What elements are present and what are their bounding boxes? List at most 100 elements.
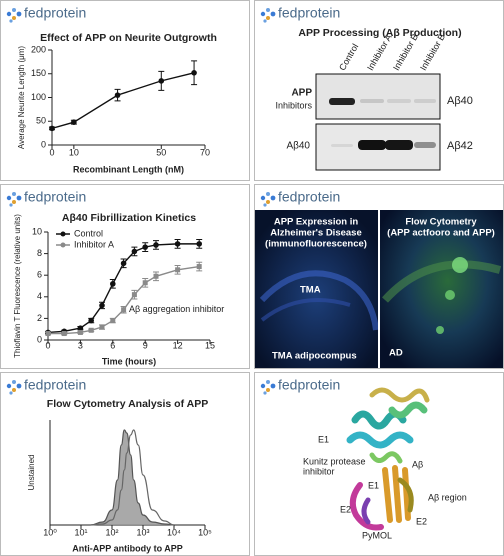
logo-dot: [9, 203, 13, 207]
logo-dot: [263, 19, 267, 23]
chart-title: Effect of APP on Neurite Outgrowth: [40, 32, 217, 44]
structure-label: E1: [318, 434, 329, 444]
logo-dot: [12, 192, 16, 196]
data-point: [71, 119, 77, 125]
brand-logo: fedprotein: [260, 377, 340, 395]
y-tick-label: 10: [32, 226, 42, 236]
data-point: [99, 324, 105, 330]
data-point: [88, 317, 94, 324]
structure-label: Aβ region: [428, 492, 467, 502]
y-tick-label: 50: [36, 116, 46, 126]
data-point: [174, 241, 181, 247]
x-tick-label: 15: [205, 340, 215, 350]
data-point: [153, 273, 159, 279]
y-tick-label: 0: [41, 139, 46, 149]
x-tick-label: 0: [49, 147, 54, 157]
logo-dot: [260, 195, 266, 201]
logo-dot: [16, 383, 22, 389]
brand-name: fedprotein: [278, 5, 340, 21]
logo-dot: [266, 388, 270, 392]
data-point: [196, 241, 202, 247]
logo-dot: [266, 8, 270, 12]
brand-name: fedprotein: [278, 377, 340, 393]
row-label: Aβ40: [286, 141, 310, 152]
logo-dot: [263, 203, 267, 207]
y-tick-label: 2: [37, 313, 42, 323]
x-axis-label: Anti-APP antibody to APP: [72, 543, 183, 553]
x-axis-label: Time (hours): [102, 356, 156, 366]
data-line: [48, 265, 200, 335]
data-point: [121, 307, 127, 313]
brand-name: fedprotein: [24, 189, 86, 205]
logo-dot: [270, 11, 276, 17]
y-tick-label: 200: [31, 44, 46, 54]
structure-label: E2: [416, 516, 427, 526]
y-tick-label: 100: [31, 92, 46, 102]
data-point: [175, 267, 181, 273]
x-tick-label: 10¹: [74, 527, 87, 537]
micro-title: (immunofluorescence): [265, 239, 367, 250]
logo-dot: [263, 391, 267, 395]
x-tick-label: 10⁵: [198, 527, 212, 537]
band-label: Aβ40: [447, 95, 473, 107]
micro-title: (APP actfooro and APP): [387, 228, 495, 239]
logo-dot: [266, 200, 270, 204]
x-tick-label: 0: [45, 340, 50, 350]
logo-dot: [260, 11, 266, 17]
y-tick-label: 0: [37, 334, 42, 344]
data-point: [120, 260, 127, 267]
y-tick-label: 6: [37, 270, 42, 280]
structure-label: PyMOL: [362, 530, 392, 540]
data-point: [196, 264, 202, 270]
data-point: [77, 325, 84, 331]
x-tick-label: 10²: [105, 527, 118, 537]
micro-label: TMA adipocompus: [272, 351, 357, 362]
x-tick-label: 6: [110, 340, 115, 350]
logo-dot: [6, 383, 12, 389]
micro-title: APP Expression in: [274, 217, 358, 228]
structure-panel: E1 Kunitz protease inhibitor Aβ E1 Aβ re…: [303, 387, 467, 540]
logo-dot: [12, 380, 16, 384]
logo-dot: [270, 195, 276, 201]
logo-dot: [9, 391, 13, 395]
brand-name: fedprotein: [24, 5, 86, 21]
row-label: APP: [291, 88, 312, 99]
data-point: [110, 281, 116, 287]
logo-dot: [266, 192, 270, 196]
logo-dot: [6, 195, 12, 201]
logo-dot: [12, 16, 16, 20]
legend-label: Control: [74, 228, 103, 238]
x-tick-label: 10⁰: [43, 527, 57, 537]
data-point: [49, 125, 55, 132]
logo-dot: [12, 8, 16, 12]
annotation: Aβ aggregation inhibitor: [129, 304, 224, 314]
chart-title: Aβ40 Fibrillization Kinetics: [62, 212, 196, 224]
x-tick-label: 10: [69, 147, 79, 157]
data-point: [158, 78, 165, 84]
logo-dot: [266, 380, 270, 384]
data-point: [153, 242, 159, 248]
structure-label: E1: [368, 480, 379, 490]
histogram-outline: [90, 429, 175, 526]
y-tick-label: 150: [31, 68, 46, 78]
band-label: Aβ42: [447, 140, 473, 152]
y-axis-label: Unstained: [27, 454, 36, 490]
brand-logo: fedprotein: [6, 377, 86, 395]
bands: [329, 98, 436, 150]
x-tick-label: 70: [200, 147, 210, 157]
blot-membrane: [315, 73, 441, 120]
row-label: Inhibitors: [275, 100, 312, 110]
histogram-fill: [90, 429, 175, 526]
data-point: [191, 70, 197, 76]
structure-label: E2: [340, 504, 351, 514]
brand-name: fedprotein: [24, 377, 86, 393]
data-line: [47, 243, 200, 334]
x-tick-label: 50: [156, 147, 166, 157]
micro-label: AD: [389, 348, 403, 359]
x-axis-label: Recombinant Length (nM): [73, 164, 184, 174]
legend-marker: [60, 242, 66, 248]
data-point: [131, 248, 138, 255]
logo-dot: [9, 19, 13, 23]
microscopy-panel: APP Expression in Alzheimer's Disease (i…: [255, 210, 503, 368]
